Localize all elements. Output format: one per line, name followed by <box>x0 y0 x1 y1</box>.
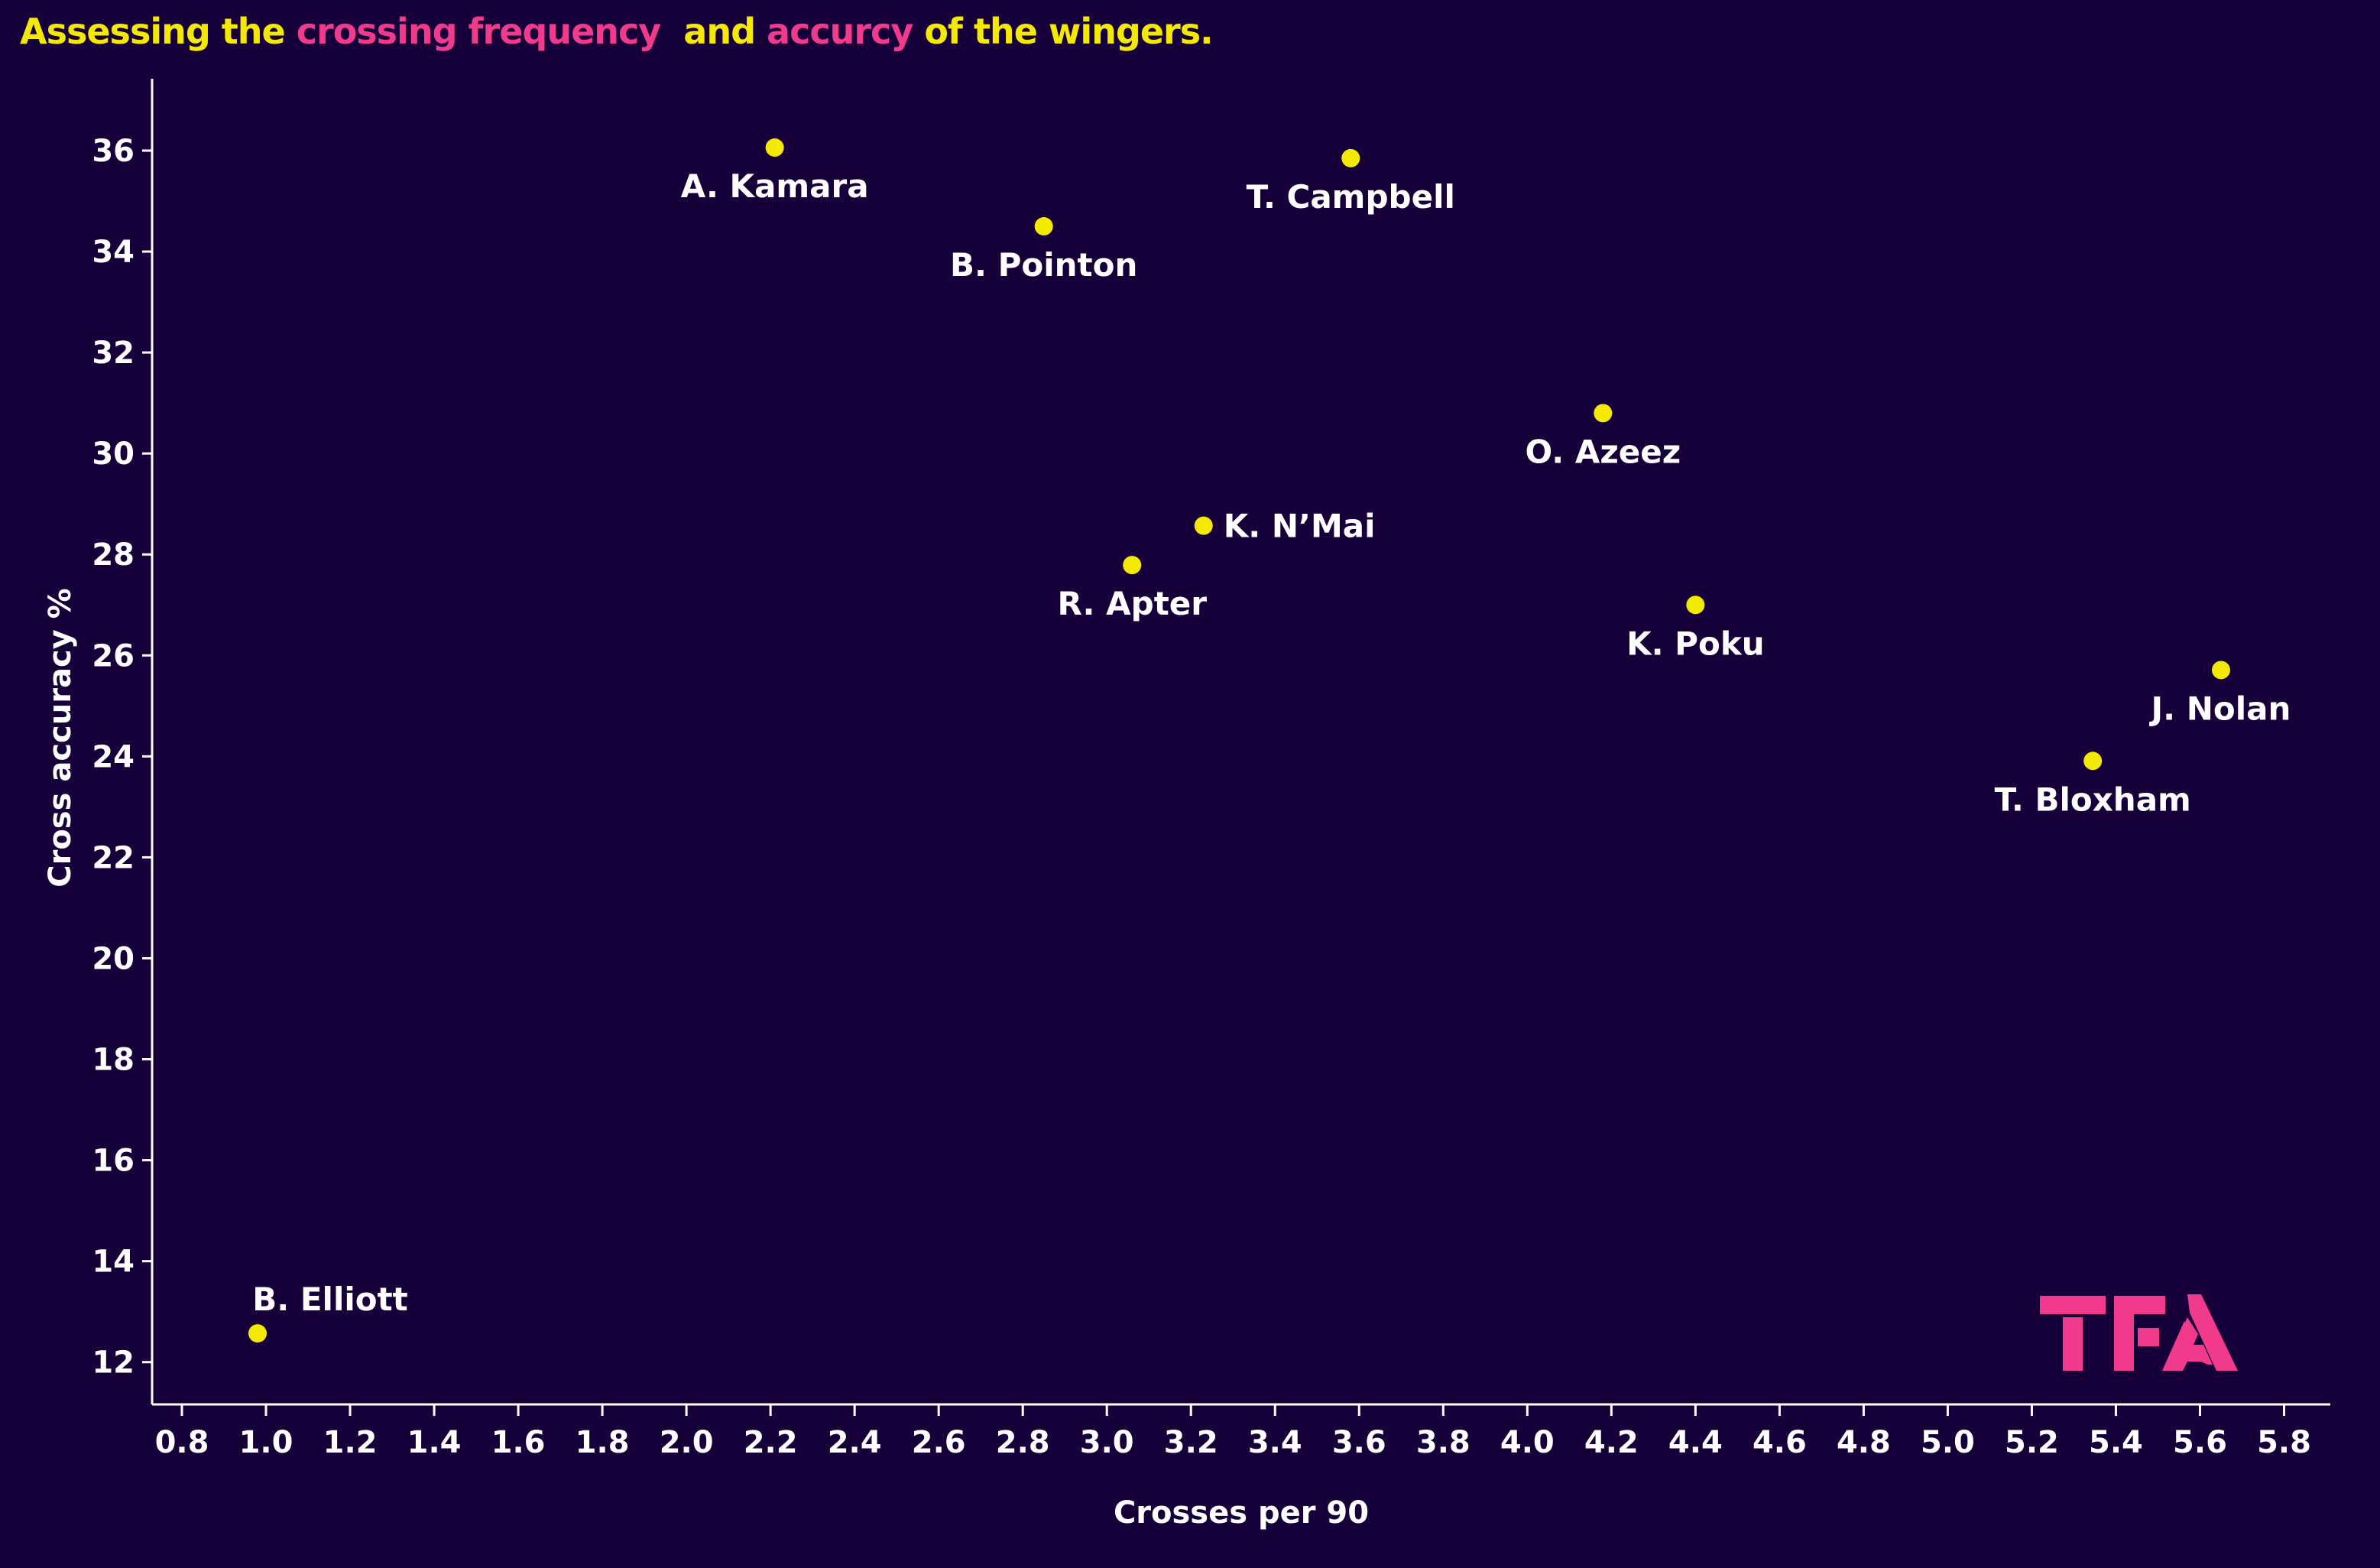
title-part: and <box>660 11 767 52</box>
data-point-label: T. Campbell <box>1247 178 1455 216</box>
y-tick-label: 20 <box>92 941 135 976</box>
y-tick-label: 28 <box>92 537 135 573</box>
data-point-label: B. Pointon <box>950 246 1137 284</box>
data-point <box>1123 556 1142 575</box>
x-tick-label: 2.8 <box>996 1425 1050 1460</box>
data-point <box>2211 661 2230 680</box>
x-tick-label: 2.2 <box>744 1425 798 1460</box>
data-point-label: K. Poku <box>1626 625 1765 662</box>
x-tick-label: 3.6 <box>1332 1425 1386 1460</box>
x-tick-label: 4.4 <box>1668 1425 1723 1460</box>
data-point <box>1594 404 1613 423</box>
x-tick-label: 2.0 <box>660 1425 714 1460</box>
x-tick-label: 4.6 <box>1753 1425 1807 1460</box>
data-point-label: O. Azeez <box>1525 433 1681 470</box>
data-point-label: K. N’Mai <box>1224 508 1376 545</box>
y-tick-label: 18 <box>92 1043 135 1078</box>
y-tick-label: 16 <box>92 1144 135 1179</box>
x-tick-label: 1.4 <box>407 1425 462 1460</box>
y-tick-label: 12 <box>92 1346 135 1381</box>
title-highlight-frequency: crossing frequency <box>296 11 662 52</box>
y-tick-label: 30 <box>92 437 135 472</box>
y-tick-label: 32 <box>92 336 135 371</box>
y-tick-label: 22 <box>92 840 135 875</box>
data-point-label: J. Nolan <box>2149 690 2291 727</box>
tfa-logo <box>2040 1294 2238 1371</box>
x-tick-label: 5.2 <box>2005 1425 2059 1460</box>
y-tick-label: 14 <box>92 1245 135 1280</box>
data-point <box>765 138 784 157</box>
x-tick-label: 0.8 <box>155 1425 209 1460</box>
data-point-label: B. Elliott <box>252 1281 407 1318</box>
x-tick-label: 5.6 <box>2173 1425 2227 1460</box>
x-tick-label: 4.0 <box>1500 1425 1555 1460</box>
title-part: of the wingers. <box>913 11 1213 52</box>
x-tick-label: 5.8 <box>2257 1425 2311 1460</box>
x-tick-label: 3.8 <box>1416 1425 1470 1460</box>
data-point <box>1341 148 1360 167</box>
data-point <box>248 1324 268 1343</box>
x-tick-label: 1.6 <box>491 1425 546 1460</box>
x-tick-label: 4.2 <box>1584 1425 1639 1460</box>
data-point <box>1034 217 1053 236</box>
x-tick-label: 2.4 <box>828 1425 882 1460</box>
title-highlight-accuracy: accurcy <box>767 11 913 52</box>
x-tick-label: 3.0 <box>1080 1425 1134 1460</box>
data-point <box>1686 596 1705 615</box>
x-tick-label: 1.2 <box>323 1425 378 1460</box>
data-point <box>2083 752 2103 771</box>
chart-title: Assessing the crossing frequency and acc… <box>20 11 1214 52</box>
data-point <box>1194 516 1213 535</box>
data-point-label: A. Kamara <box>681 167 869 205</box>
x-tick-label: 2.6 <box>912 1425 966 1460</box>
y-axis-title: Cross accuracy % <box>43 588 78 888</box>
y-tick-label: 24 <box>92 739 135 774</box>
x-tick-label: 5.0 <box>1921 1425 1975 1460</box>
x-tick-label: 5.4 <box>2089 1425 2143 1460</box>
data-point-label: T. Bloxham <box>1995 781 2191 818</box>
x-tick-label: 1.8 <box>576 1425 630 1460</box>
x-axis-title: Crosses per 90 <box>1114 1495 1369 1531</box>
title-part: Assessing the <box>20 11 297 52</box>
x-tick-label: 4.8 <box>1837 1425 1891 1460</box>
y-tick-label: 34 <box>92 235 135 270</box>
y-tick-label: 26 <box>92 638 135 674</box>
x-tick-label: 1.0 <box>239 1425 293 1460</box>
data-point-label: R. Apter <box>1057 585 1207 622</box>
x-tick-label: 3.2 <box>1164 1425 1218 1460</box>
y-tick-label: 36 <box>92 134 135 169</box>
x-tick-label: 3.4 <box>1248 1425 1302 1460</box>
